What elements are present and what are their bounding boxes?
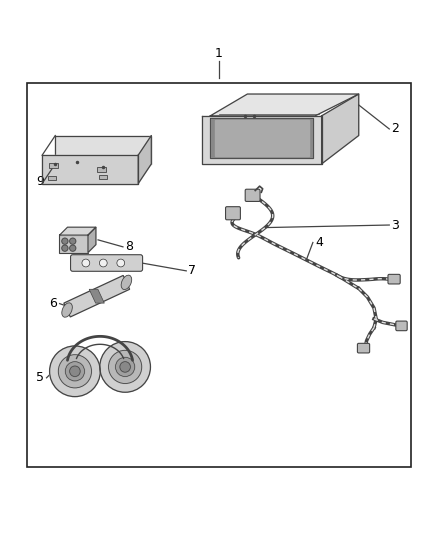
Polygon shape	[215, 120, 308, 156]
Polygon shape	[55, 135, 151, 164]
Bar	[49, 163, 58, 168]
Polygon shape	[321, 94, 359, 164]
Circle shape	[65, 362, 85, 381]
FancyBboxPatch shape	[245, 189, 260, 201]
Ellipse shape	[121, 275, 132, 289]
Circle shape	[58, 354, 92, 388]
Bar	[48, 176, 56, 180]
Text: 4: 4	[315, 236, 323, 249]
Ellipse shape	[62, 303, 72, 317]
Polygon shape	[64, 276, 130, 317]
FancyBboxPatch shape	[396, 321, 407, 330]
Polygon shape	[201, 116, 321, 164]
Circle shape	[99, 259, 107, 267]
FancyBboxPatch shape	[59, 235, 88, 253]
Polygon shape	[42, 155, 138, 183]
Circle shape	[109, 350, 142, 384]
Bar	[27, 83, 411, 467]
Circle shape	[62, 245, 68, 251]
FancyBboxPatch shape	[388, 274, 400, 284]
Circle shape	[116, 357, 135, 376]
Text: 1: 1	[215, 47, 223, 60]
Circle shape	[82, 259, 90, 267]
FancyBboxPatch shape	[357, 343, 370, 353]
FancyBboxPatch shape	[226, 207, 240, 220]
Circle shape	[117, 259, 125, 267]
Text: 8: 8	[125, 240, 133, 253]
Text: 3: 3	[392, 219, 399, 231]
Circle shape	[120, 362, 131, 372]
Text: 6: 6	[49, 297, 57, 310]
Polygon shape	[138, 135, 151, 183]
Text: 5: 5	[36, 372, 44, 384]
Bar	[97, 167, 106, 172]
Polygon shape	[60, 227, 96, 235]
Circle shape	[100, 342, 150, 392]
Polygon shape	[210, 94, 359, 116]
Polygon shape	[88, 227, 96, 253]
Polygon shape	[210, 118, 313, 158]
Circle shape	[70, 366, 80, 376]
Text: 2: 2	[392, 123, 399, 135]
Text: 9: 9	[36, 175, 44, 188]
Circle shape	[62, 238, 68, 244]
Polygon shape	[89, 289, 104, 303]
Text: 7: 7	[188, 264, 196, 277]
Circle shape	[49, 346, 100, 397]
Circle shape	[70, 245, 76, 251]
FancyBboxPatch shape	[71, 255, 143, 271]
Circle shape	[70, 238, 76, 244]
Bar	[99, 175, 107, 179]
